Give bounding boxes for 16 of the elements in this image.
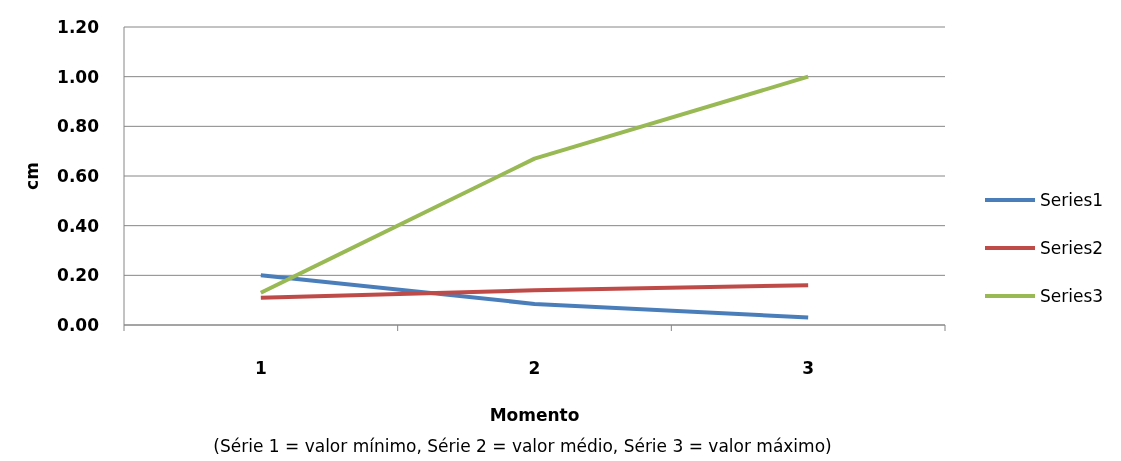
legend-label: Series3 xyxy=(1040,285,1104,306)
y-tick-label: 0.40 xyxy=(57,215,100,236)
text: (Série 1 = valor mínimo, Série 2 = valor médio, Série 3 = valor máximo) xyxy=(213,436,832,456)
y-tick-label: 1.00 xyxy=(57,66,100,87)
x-tick-label: 3 xyxy=(802,358,815,378)
y-tick-label: 1.20 xyxy=(57,16,100,37)
x-axis-title: Momento xyxy=(489,405,580,425)
y-tick-label: 0.20 xyxy=(57,265,100,286)
y-tick-label: 0.80 xyxy=(57,116,100,137)
x-tick-label: 2 xyxy=(528,358,541,378)
legend-label: Series2 xyxy=(1040,237,1104,258)
legend-label: Series1 xyxy=(1040,189,1104,210)
y-tick-label: 0.60 xyxy=(57,165,100,186)
y-axis-title: cm xyxy=(22,162,42,190)
x-tick-label: 1 xyxy=(254,358,267,378)
y-tick-label: 0.00 xyxy=(57,314,100,335)
